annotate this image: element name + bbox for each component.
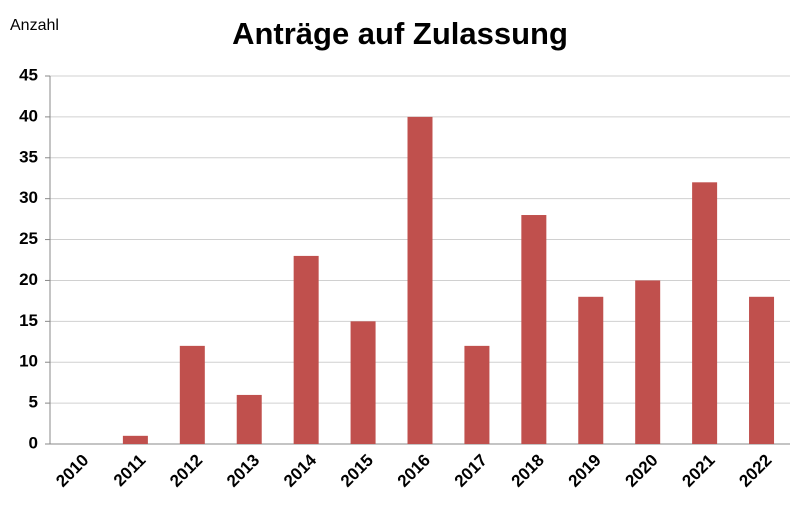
bar <box>692 182 718 445</box>
x-tick-label: 2011 <box>110 451 150 491</box>
y-tick-label: 40 <box>19 106 38 125</box>
y-tick-label: 15 <box>19 311 38 330</box>
y-tick-label: 20 <box>19 270 38 289</box>
bar <box>749 296 775 444</box>
x-tick-label: 2018 <box>508 451 548 491</box>
y-axis-label: Anzahl <box>10 17 59 34</box>
bar <box>350 321 376 444</box>
x-tick-label: 2017 <box>451 451 491 491</box>
bar <box>407 116 433 444</box>
x-tick-label: 2019 <box>565 451 605 491</box>
bar <box>236 394 262 444</box>
y-tick-label: 25 <box>19 229 38 248</box>
x-tick-label: 2013 <box>223 451 263 491</box>
chart-title: Anträge auf Zulassung <box>232 16 568 51</box>
x-tick-label: 2016 <box>394 451 434 491</box>
y-tick-label: 10 <box>19 352 38 371</box>
y-tick-label: 0 <box>29 433 38 452</box>
bar <box>464 345 490 444</box>
bar <box>293 255 319 444</box>
y-tick-label: 30 <box>19 188 38 207</box>
x-tick-label: 2021 <box>678 451 718 491</box>
y-tick-label: 35 <box>19 147 38 166</box>
bar <box>635 280 661 444</box>
bar <box>122 435 148 444</box>
x-tick-label: 2022 <box>735 451 775 491</box>
x-tick-label: 2015 <box>337 451 377 491</box>
x-tick-label: 2010 <box>52 451 92 491</box>
y-tick-label: 5 <box>29 393 38 412</box>
bar <box>179 345 205 444</box>
y-tick-label: 45 <box>19 65 38 84</box>
x-tick-label: 2020 <box>622 451 662 491</box>
bar <box>578 296 604 444</box>
x-tick-label: 2014 <box>280 450 321 491</box>
bar <box>521 215 547 444</box>
x-tick-label: 2012 <box>166 451 206 491</box>
